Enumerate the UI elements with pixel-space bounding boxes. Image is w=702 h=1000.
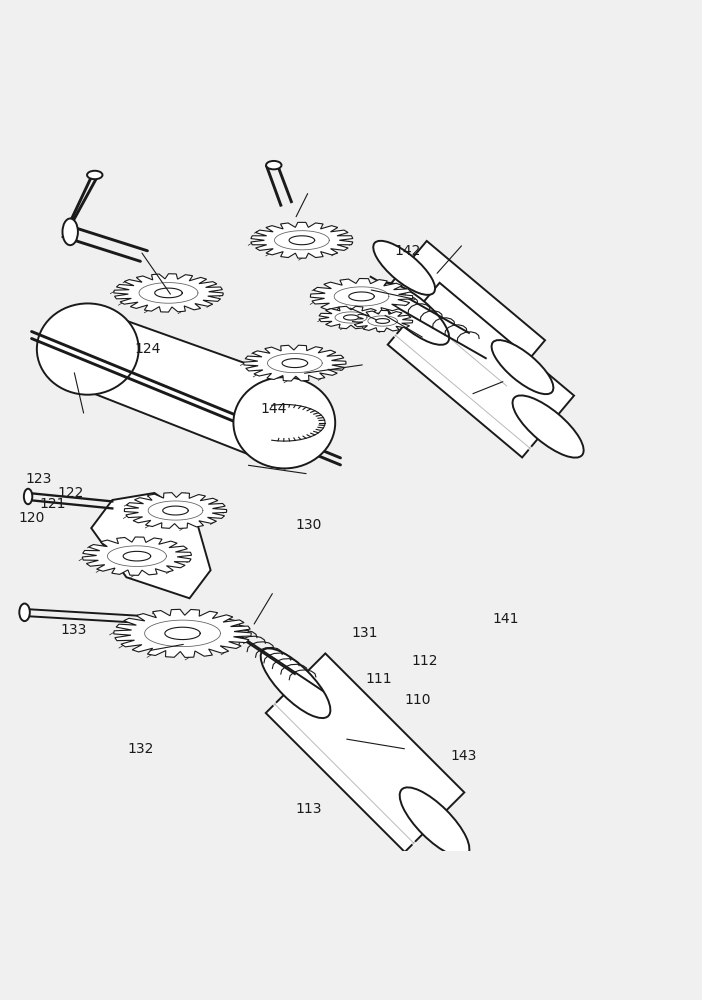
Polygon shape [349, 292, 374, 301]
Polygon shape [319, 306, 383, 329]
Text: 120: 120 [18, 511, 45, 525]
Polygon shape [114, 609, 251, 657]
Polygon shape [376, 319, 390, 323]
Polygon shape [382, 241, 545, 394]
Text: 123: 123 [25, 472, 52, 486]
Ellipse shape [233, 377, 335, 468]
Polygon shape [114, 274, 223, 312]
Polygon shape [251, 222, 353, 258]
Polygon shape [91, 493, 211, 598]
Polygon shape [266, 653, 464, 852]
Ellipse shape [20, 604, 29, 621]
Text: 111: 111 [366, 672, 392, 686]
Polygon shape [163, 506, 188, 515]
Polygon shape [82, 537, 192, 575]
Polygon shape [388, 283, 574, 457]
Text: 142: 142 [394, 244, 420, 258]
Ellipse shape [62, 218, 78, 245]
Polygon shape [352, 310, 413, 332]
Polygon shape [124, 493, 227, 528]
Polygon shape [310, 278, 413, 314]
Polygon shape [282, 359, 307, 368]
Text: 113: 113 [296, 802, 322, 816]
Text: 112: 112 [411, 654, 438, 668]
Polygon shape [165, 627, 200, 640]
Text: 110: 110 [404, 693, 431, 707]
Ellipse shape [491, 340, 553, 394]
Text: 130: 130 [296, 518, 322, 532]
Text: 122: 122 [57, 486, 84, 500]
Text: 143: 143 [450, 749, 477, 763]
Polygon shape [343, 315, 359, 320]
Ellipse shape [266, 161, 282, 169]
Polygon shape [88, 307, 284, 468]
Ellipse shape [24, 489, 32, 504]
Text: 141: 141 [492, 612, 519, 626]
Text: 121: 121 [39, 497, 66, 511]
Ellipse shape [373, 241, 435, 295]
Ellipse shape [260, 648, 331, 718]
Ellipse shape [37, 303, 138, 395]
Text: 124: 124 [134, 342, 161, 356]
Ellipse shape [378, 283, 449, 345]
Ellipse shape [399, 787, 470, 857]
Ellipse shape [512, 395, 583, 458]
Text: 131: 131 [352, 626, 378, 640]
Text: 132: 132 [127, 742, 154, 756]
Ellipse shape [87, 171, 102, 179]
Text: 144: 144 [260, 402, 287, 416]
Polygon shape [154, 288, 183, 298]
Polygon shape [244, 345, 346, 381]
Text: 133: 133 [60, 623, 87, 637]
Polygon shape [289, 236, 314, 245]
Polygon shape [123, 551, 151, 561]
